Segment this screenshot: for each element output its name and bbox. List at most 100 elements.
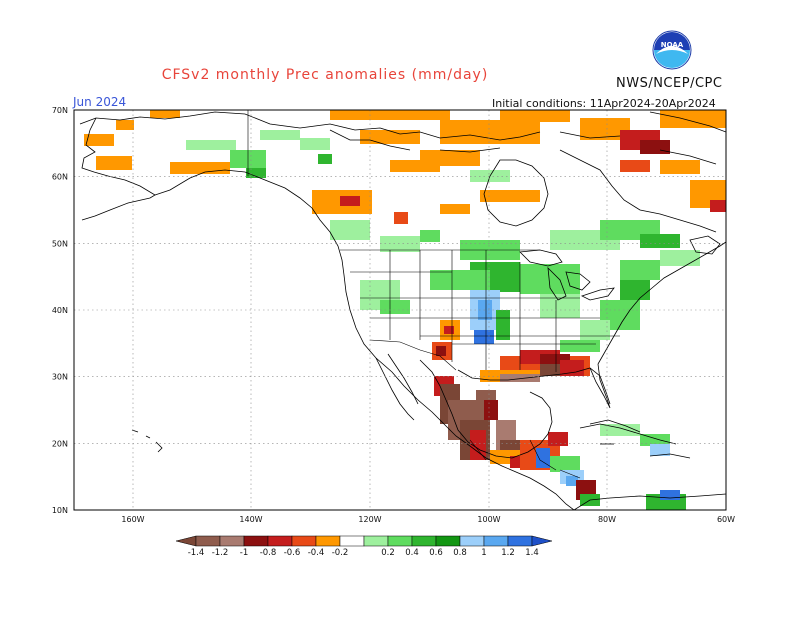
initial-conditions: Initial conditions: 11Apr2024-20Apr2024 <box>492 97 716 110</box>
anomaly-cell <box>480 190 540 202</box>
longitude-labels: 160W 140W 120W 100W 80W 60W <box>121 515 735 524</box>
valid-month: Jun 2024 <box>73 95 127 109</box>
lon-label: 140W <box>239 515 262 524</box>
anomaly-cell <box>380 300 410 314</box>
anomaly-cell <box>360 130 420 144</box>
anomaly-cell <box>620 160 650 172</box>
anomaly-cell <box>484 400 498 420</box>
anomaly-field <box>84 110 726 510</box>
lat-label: 20N <box>52 439 68 448</box>
anomaly-cell <box>660 250 700 266</box>
anomaly-cell <box>330 110 450 120</box>
anomaly-cell <box>340 196 360 206</box>
organization-label: NWS/NCEP/CPC <box>616 76 723 91</box>
lon-label: 60W <box>717 515 735 524</box>
anomaly-cell <box>550 456 580 472</box>
colorbar-label: 0.6 <box>429 548 443 558</box>
anomaly-cell <box>84 134 114 146</box>
colorbar-label: -0.6 <box>284 548 301 558</box>
lat-label: 50N <box>52 239 68 248</box>
anomaly-cell <box>500 110 570 122</box>
noaa-logo-icon: NOAA <box>652 30 692 74</box>
anomaly-cell <box>330 220 370 240</box>
anomaly-cell <box>548 432 568 446</box>
anomaly-cell <box>560 340 600 352</box>
anomaly-cell <box>300 138 330 150</box>
anomaly-cell <box>660 490 680 500</box>
lat-label: 40N <box>52 306 68 315</box>
colorbar-label: -0.8 <box>260 548 277 558</box>
anomaly-cell <box>600 424 640 436</box>
lat-label: 60N <box>52 173 68 182</box>
anomaly-cell <box>540 364 560 376</box>
anomaly-cell <box>540 294 580 318</box>
colorbar-segment <box>195 535 221 547</box>
anomaly-cell <box>660 160 700 174</box>
colorbar-segment <box>435 535 461 547</box>
colorbar-segment <box>411 535 437 547</box>
colorbar: -1.4 -1.2 -1 -0.8 -0.6 -0.4 -0.2 0.2 0.4 0.6 0.8 1 1… <box>175 535 553 558</box>
anomaly-cell <box>640 234 680 248</box>
anomaly-cell <box>318 154 332 164</box>
colorbar-segment <box>243 535 269 547</box>
anomaly-cell <box>474 330 494 344</box>
colorbar-triangle <box>531 535 553 547</box>
anomaly-cell <box>580 320 610 340</box>
colorbar-label: 0.2 <box>381 548 395 558</box>
anomaly-cell <box>444 326 454 334</box>
anomaly-cell <box>430 270 490 290</box>
anomaly-cell <box>170 162 230 174</box>
lon-label: 120W <box>358 515 381 524</box>
anomaly-cell <box>246 168 266 178</box>
colorbar-label: -1.4 <box>188 548 205 558</box>
lon-label: 160W <box>121 515 144 524</box>
colorbar-label: -0.2 <box>332 548 349 558</box>
anomaly-cell <box>620 280 650 300</box>
anomaly-cell <box>496 310 510 340</box>
anomaly-cell <box>520 264 580 294</box>
colorbar-segment <box>267 535 293 547</box>
colorbar-label: 0.8 <box>453 548 467 558</box>
anomaly-cell <box>620 260 660 280</box>
anomaly-cell <box>260 130 300 140</box>
colorbar-label: -0.4 <box>308 548 325 558</box>
anomaly-cell <box>640 434 670 446</box>
latitude-labels: 70N 60N 50N 40N 30N 20N 10N <box>52 106 68 515</box>
political-borders <box>247 110 620 479</box>
anomaly-cell <box>436 346 446 356</box>
colorbar-label: 1 <box>481 548 486 558</box>
colorbar-segment <box>387 535 413 547</box>
anomaly-cell <box>440 120 540 144</box>
lat-lon-grid <box>74 110 726 510</box>
lat-label: 10N <box>52 506 68 515</box>
anomaly-cell <box>186 140 236 150</box>
colorbar-segment <box>291 535 317 547</box>
colorbar-segment <box>459 535 485 547</box>
colorbar-triangle <box>175 535 197 547</box>
anomaly-cell <box>650 444 670 456</box>
anomaly-cell <box>580 118 630 140</box>
anomaly-cell <box>116 120 134 130</box>
lat-label: 70N <box>52 106 68 115</box>
anomaly-cell <box>390 160 440 172</box>
anomaly-cell <box>536 448 550 468</box>
anomaly-cell <box>500 374 540 382</box>
colorbar-label: 0.4 <box>405 548 419 558</box>
map-frame <box>73 109 727 511</box>
colorbar-label: -1.2 <box>212 548 229 558</box>
anomaly-cell <box>566 476 578 486</box>
anomaly-cell <box>640 140 670 154</box>
colorbar-segment <box>219 535 245 547</box>
lon-label: 100W <box>477 515 500 524</box>
lat-label: 30N <box>52 373 68 382</box>
colorbar-label: -1 <box>240 548 248 558</box>
colorbar-label: 1.2 <box>501 548 515 558</box>
anomaly-cell <box>96 156 132 170</box>
anomaly-cell <box>150 110 180 118</box>
anomaly-cell <box>470 430 486 460</box>
colorbar-segment <box>483 535 509 547</box>
colorbar-segment <box>315 535 341 547</box>
colorbar-segment <box>507 535 533 547</box>
lon-label: 80W <box>598 515 616 524</box>
coastlines <box>79 111 726 510</box>
